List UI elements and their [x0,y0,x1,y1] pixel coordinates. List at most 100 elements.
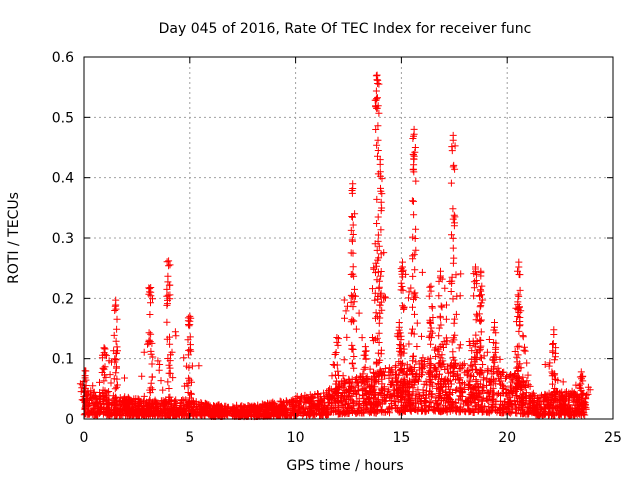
data-point [436,370,443,378]
data-point [104,408,112,416]
data-point [404,383,412,391]
data-point [306,403,314,411]
data-point [163,285,171,293]
data-point [513,398,521,406]
y-tick-label: 0.4 [52,171,74,187]
data-point [84,395,91,403]
data-point [111,358,119,366]
data-point [350,298,358,306]
data-point [506,394,514,402]
data-point [476,292,484,300]
data-point [325,399,333,407]
data-point [329,398,337,406]
data-point [419,386,427,394]
data-point [532,410,540,418]
data-point [519,333,527,341]
data-point [405,294,412,302]
data-point [400,380,408,387]
data-point [549,340,556,348]
data-point [360,384,368,392]
data-point [369,387,377,395]
data-point [327,408,335,416]
data-point [377,226,385,234]
data-point [546,359,554,367]
data-point [488,365,496,373]
data-point [110,375,118,383]
data-point [409,325,416,333]
data-point [515,327,523,335]
data-point [397,366,405,374]
data-point [377,298,385,306]
y-tick-label: 0.2 [52,291,74,307]
data-point [368,375,376,383]
data-point [556,397,563,404]
data-point [356,372,364,380]
data-point [489,384,497,392]
data-point [374,293,382,300]
data-point [503,404,511,412]
data-point [116,397,124,405]
data-point [437,314,444,322]
data-point [406,400,414,408]
data-point [451,315,459,323]
data-point [549,380,556,388]
data-point [407,284,415,292]
data-point [335,407,342,415]
data-point [449,234,457,242]
data-point [545,362,553,370]
data-point [376,309,384,317]
data-point [551,405,559,413]
data-point [427,334,435,342]
data-point [107,379,115,387]
data-point [374,147,382,154]
data-point [166,291,174,299]
data-point [152,411,160,419]
data-point [476,344,484,352]
data-point [449,348,457,356]
data-point [402,370,410,378]
data-point [372,87,380,95]
data-point [159,402,167,410]
data-point [450,254,458,262]
data-point [477,287,485,295]
data-point [184,336,192,344]
data-point [457,270,465,278]
data-point [159,386,167,394]
data-point [586,386,594,394]
data-point [373,76,381,84]
data-point [157,397,165,405]
data-point [422,397,429,405]
data-point [147,292,155,300]
data-point [400,305,408,313]
data-points [76,71,594,421]
data-point [377,390,385,397]
data-point [111,385,119,393]
data-point [409,252,417,260]
data-point [111,302,119,310]
data-point [166,261,174,269]
data-point [389,382,397,390]
data-point [348,236,356,244]
data-point [375,277,383,285]
data-point [144,340,151,348]
data-point [304,395,312,403]
x-tick-label: 10 [287,430,305,446]
data-point [522,389,530,397]
data-point [342,307,350,315]
data-point [475,396,483,404]
data-point [121,406,129,414]
data-point [397,390,405,398]
data-point [146,285,154,293]
data-point [113,315,121,323]
data-point [385,364,393,372]
data-point [138,372,146,380]
data-point [396,345,403,352]
data-point [451,142,459,150]
data-point [395,358,403,366]
plot-frame [83,56,614,420]
data-point [580,409,588,417]
data-point [146,402,154,410]
data-point [106,371,114,379]
data-point [431,406,439,414]
data-point [168,348,176,356]
